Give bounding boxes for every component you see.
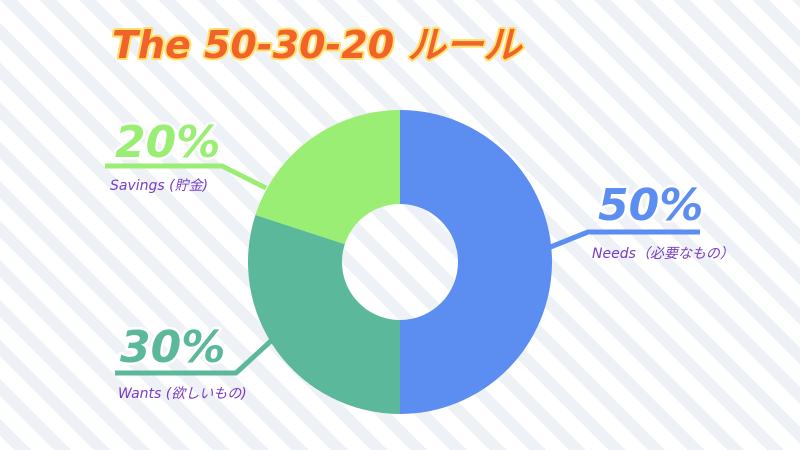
donut-slice — [255, 110, 400, 245]
donut — [247, 110, 552, 414]
leader-line — [105, 163, 268, 191]
leader-line — [115, 338, 274, 376]
donut-slice — [400, 110, 552, 414]
value-label: 50% — [598, 180, 703, 231]
chart-title: The 50-30-20 ルール — [112, 23, 523, 67]
value-label: 30% — [120, 322, 225, 373]
category-label: Wants (欲しいもの) — [118, 386, 247, 402]
leader-line — [547, 229, 700, 251]
donut-slice — [247, 215, 400, 414]
value-label: 20% — [115, 117, 220, 168]
category-label: Savings (貯金) — [110, 178, 208, 194]
category-label: Needs（必要なもの） — [592, 246, 734, 262]
